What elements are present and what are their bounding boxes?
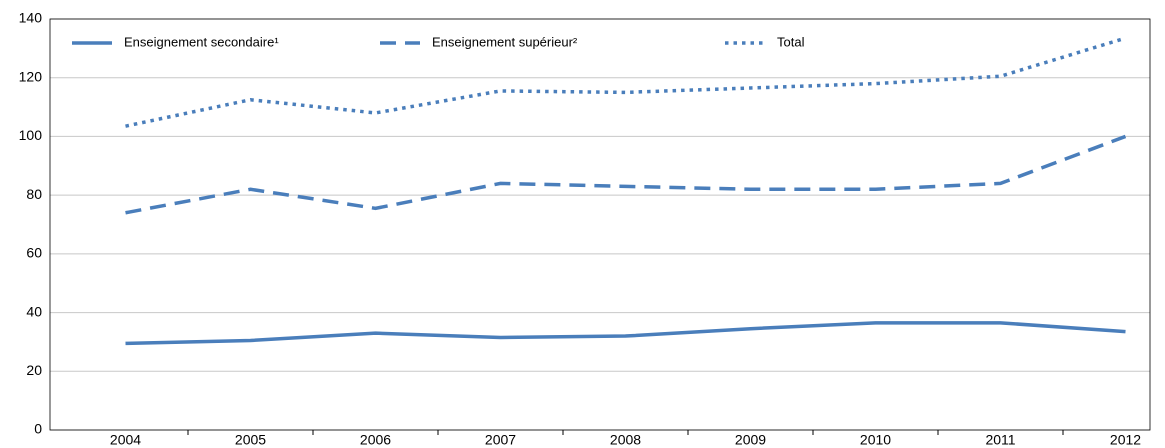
y-tick-label: 60 [26, 245, 42, 261]
x-tick-label: 2005 [235, 432, 266, 448]
legend-label: Enseignement supérieur² [432, 34, 578, 49]
y-tick-label: 20 [26, 362, 42, 378]
x-tick-label: 2012 [1110, 432, 1141, 448]
plot-frame [49, 18, 1151, 431]
x-tick-label: 2007 [485, 432, 516, 448]
series-line [125, 134, 1127, 215]
x-tick-label: 2008 [610, 432, 641, 448]
series-line [125, 36, 1127, 128]
y-tick-label: 40 [26, 303, 42, 319]
y-tick-label: 0 [34, 421, 42, 437]
y-tick-label: 100 [19, 127, 43, 143]
y-tick-label: 140 [19, 10, 43, 26]
x-tick-label: 2009 [735, 432, 766, 448]
y-tick-label: 120 [19, 68, 43, 84]
x-tick-label: 2011 [985, 432, 1015, 448]
legend-label: Total [777, 34, 805, 49]
legend: Enseignement secondaire¹ Enseignement sup… [72, 34, 805, 49]
x-tick-label: 2006 [360, 432, 391, 448]
x-tick-label: 2004 [110, 432, 141, 448]
legend-label: Enseignement secondaire¹ [124, 34, 279, 49]
series-line [125, 321, 1126, 346]
y-tick-label: 80 [26, 186, 42, 202]
x-tick-label: 2010 [860, 432, 891, 448]
